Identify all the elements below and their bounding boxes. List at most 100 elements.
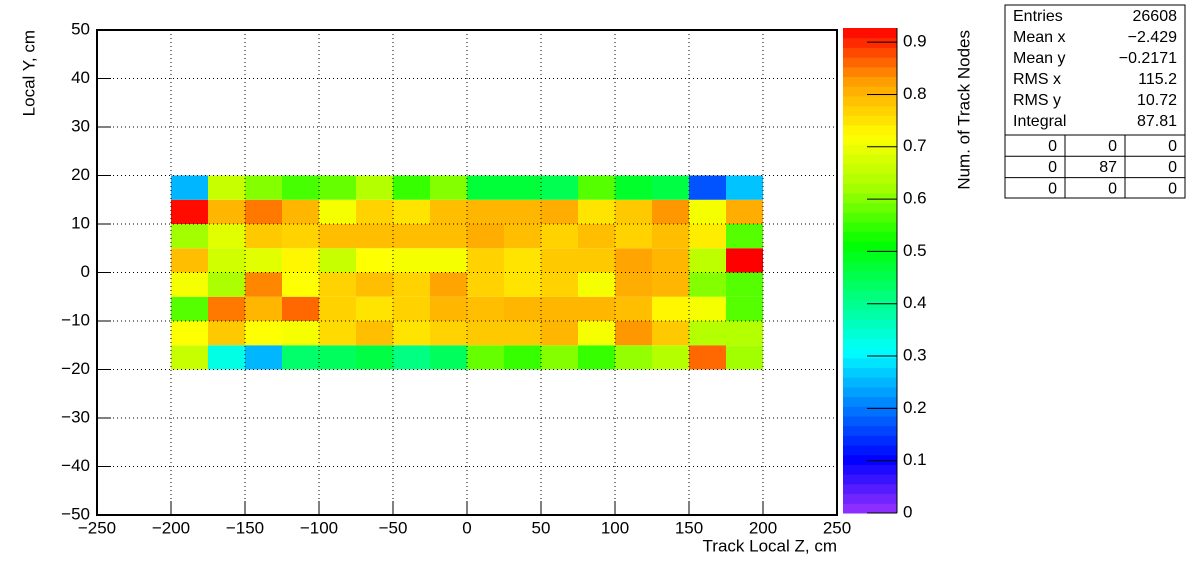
cell: [652, 345, 689, 370]
cell: [541, 321, 578, 346]
cell: [467, 175, 504, 200]
color-band: [843, 37, 897, 48]
overflow-cell: 0: [1168, 138, 1177, 155]
cell: [615, 272, 652, 297]
color-band: [843, 192, 897, 204]
cell: [467, 345, 504, 370]
cell: [578, 272, 615, 297]
cell: [282, 248, 319, 273]
cell: [504, 321, 541, 346]
color-band: [843, 57, 897, 68]
x-tick-label: −250: [78, 518, 116, 537]
x-tick-label: −150: [226, 518, 264, 537]
z-tick-label: 0.3: [903, 346, 927, 365]
cell: [541, 296, 578, 321]
cell: [615, 296, 652, 321]
cell: [282, 272, 319, 297]
y-tick-label: 50: [71, 19, 90, 38]
cell: [319, 345, 356, 370]
stats-label: Integral: [1013, 113, 1066, 130]
cell: [208, 199, 245, 224]
cell: [356, 199, 393, 224]
cell: [615, 175, 652, 200]
color-band: [843, 445, 897, 456]
cell: [578, 345, 615, 370]
color-band: [843, 28, 897, 39]
cell: [356, 248, 393, 273]
cell: [208, 224, 245, 249]
cell: [208, 175, 245, 200]
color-band: [843, 222, 897, 233]
cell: [615, 224, 652, 249]
cell: [319, 296, 356, 321]
cell: [319, 199, 356, 224]
cell: [578, 296, 615, 321]
cell: [615, 199, 652, 224]
cell: [689, 175, 726, 200]
overflow-cell: 0: [1048, 159, 1057, 176]
cell: [393, 199, 430, 224]
color-band: [843, 241, 897, 252]
cell: [393, 345, 430, 370]
color-band: [843, 503, 897, 514]
cell: [319, 224, 356, 249]
cell: [208, 321, 245, 346]
stats-value: 10.72: [1137, 92, 1177, 109]
cell: [171, 224, 208, 249]
cell: [319, 321, 356, 346]
color-band: [843, 212, 897, 223]
cell: [652, 199, 689, 224]
y-axis-title: Local Y, cm: [19, 30, 38, 116]
cell: [245, 224, 282, 249]
y-tick-label: −40: [61, 456, 90, 475]
cell: [726, 248, 763, 273]
y-tick-label: −30: [61, 407, 90, 426]
cell: [171, 345, 208, 370]
cell: [689, 296, 726, 321]
cell: [467, 224, 504, 249]
cell: [689, 345, 726, 370]
cell: [356, 175, 393, 200]
cell: [356, 296, 393, 321]
overflow-cell: 0: [1048, 180, 1057, 197]
cell: [430, 345, 467, 370]
cell: [689, 199, 726, 224]
cell: [615, 345, 652, 370]
cell: [245, 345, 282, 370]
color-band: [843, 115, 897, 126]
x-tick-label: −100: [300, 518, 338, 537]
color-band: [843, 454, 897, 465]
color-band: [843, 328, 897, 339]
color-band: [843, 377, 897, 388]
cell: [430, 272, 467, 297]
cell: [541, 199, 578, 224]
cell: [541, 248, 578, 273]
x-tick-label: 100: [601, 518, 629, 537]
color-band: [843, 348, 897, 359]
color-band: [843, 183, 897, 194]
stats-label: Mean x: [1013, 29, 1065, 46]
cell: [282, 224, 319, 249]
cell: [467, 248, 504, 273]
cell: [245, 248, 282, 273]
cell: [282, 345, 319, 370]
y-tick-label: 0: [81, 262, 90, 281]
color-band: [843, 299, 897, 310]
color-band: [843, 144, 897, 155]
cell: [615, 321, 652, 346]
x-tick-label: −200: [152, 518, 190, 537]
color-band: [843, 260, 897, 271]
x-tick-label: 250: [823, 518, 851, 537]
cell: [504, 175, 541, 200]
cell: [393, 224, 430, 249]
cell: [393, 175, 430, 200]
z-tick-label: 0.2: [903, 398, 927, 417]
cell: [504, 199, 541, 224]
cell: [726, 272, 763, 297]
cell: [504, 296, 541, 321]
cell: [393, 272, 430, 297]
color-band: [843, 202, 897, 213]
color-band: [843, 154, 897, 165]
color-band: [843, 251, 897, 262]
cell: [689, 321, 726, 346]
